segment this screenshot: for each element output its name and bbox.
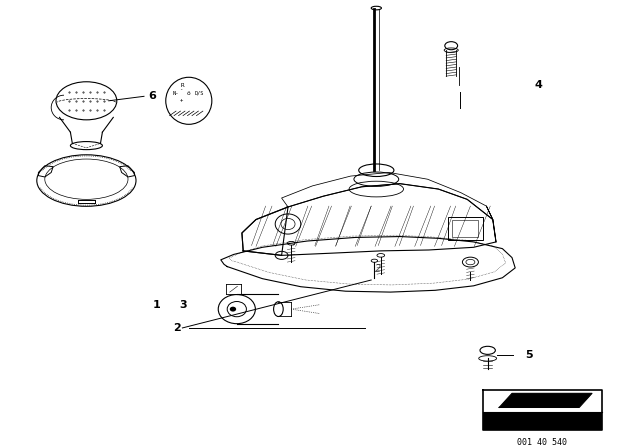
Polygon shape bbox=[499, 393, 592, 408]
Text: +: + bbox=[179, 97, 183, 102]
Text: 2: 2 bbox=[374, 264, 381, 274]
Text: D/S: D/S bbox=[195, 90, 204, 96]
Text: 001 40 540: 001 40 540 bbox=[517, 438, 568, 447]
Text: 4: 4 bbox=[534, 80, 542, 90]
Text: ö: ö bbox=[187, 90, 191, 96]
Text: 1: 1 bbox=[152, 300, 160, 310]
Text: -: - bbox=[179, 87, 183, 92]
Text: R: R bbox=[180, 82, 184, 88]
Text: 3: 3 bbox=[179, 300, 187, 310]
Bar bbox=[483, 412, 602, 430]
Ellipse shape bbox=[230, 306, 236, 312]
Text: 5: 5 bbox=[525, 350, 532, 360]
Text: 2: 2 bbox=[173, 323, 181, 333]
Text: 6: 6 bbox=[148, 91, 156, 101]
Text: N-: N- bbox=[173, 90, 179, 96]
